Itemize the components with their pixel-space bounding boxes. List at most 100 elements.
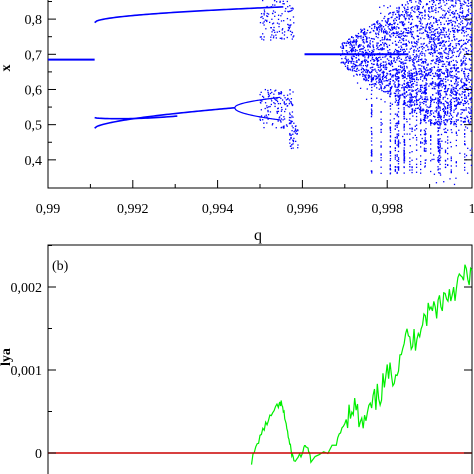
chaos-point [440, 23, 442, 26]
chaos-point [466, 68, 468, 70]
chaos-point [449, 141, 452, 144]
chaos-point [427, 46, 429, 48]
chaos-point [363, 73, 365, 76]
chaos-point [449, 44, 451, 46]
chaos-point [342, 46, 345, 48]
chaos-point [379, 40, 382, 42]
chaos-point [379, 66, 381, 69]
chaos-point [470, 40, 472, 42]
chaos-point [455, 45, 458, 47]
chaos-point [347, 66, 349, 69]
chaos-point [395, 98, 397, 100]
chaos-point [470, 1, 472, 4]
chaotic-band-point [270, 36, 272, 38]
chaos-streak-point [423, 114, 426, 116]
chaos-point [465, 79, 468, 81]
chaos-streak-point [423, 133, 426, 136]
chaos-point [445, 40, 448, 43]
panel-a-x-tick-label: 0,994 [202, 202, 234, 217]
chaos-point [417, 64, 420, 66]
chaos-streak-point [415, 72, 418, 75]
chaos-point [351, 70, 354, 72]
chaos-point [465, 51, 467, 53]
chaos-point [433, 49, 436, 52]
chaos-streak-point [370, 83, 373, 86]
chaos-point [377, 27, 379, 29]
chaos-point [401, 49, 403, 51]
chaotic-band-point [292, 16, 295, 18]
chaotic-band-point [290, 122, 292, 125]
chaos-streak-point [415, 95, 418, 97]
chaos-point [404, 7, 406, 9]
chaos-streak-point [396, 126, 398, 128]
chaos-point [379, 63, 382, 66]
chaos-point [467, 87, 469, 89]
chaos-point [412, 86, 414, 88]
panel-a-ylabel: x [0, 65, 14, 72]
chaos-point [418, 68, 420, 70]
chaos-point [440, 8, 443, 10]
panel-a: 0,99 0,992 0,994 0,996 0,998 1 0,40,50,60,70,… [0, 0, 474, 244]
chaos-point [378, 74, 380, 77]
chaos-streak-point [447, 71, 449, 73]
chaos-streak-point [409, 166, 411, 168]
chaotic-band-point [278, 30, 281, 33]
chaos-point [415, 96, 417, 98]
chaos-point [407, 30, 410, 32]
chaos-point [365, 51, 368, 54]
chaos-point [458, 93, 460, 95]
chaos-point [443, 112, 446, 114]
chaos-point [450, 74, 452, 77]
chaos-streak-point [438, 150, 440, 153]
chaos-point [389, 35, 391, 37]
chaos-point [471, 83, 473, 85]
chaos-streak-point [455, 139, 458, 142]
panel-b-label: (b) [52, 259, 69, 274]
chaos-point [462, 60, 465, 62]
chaos-point [414, 58, 416, 61]
chaos-point [409, 23, 412, 25]
chaos-point [366, 61, 369, 63]
chaos-point [369, 60, 372, 62]
chaos-streak-point [447, 73, 449, 75]
chaos-point [410, 86, 412, 89]
chaotic-band-point [271, 18, 273, 20]
chaos-point [405, 39, 407, 41]
chaos-point [436, 83, 438, 85]
chaos-point [452, 36, 455, 38]
chaos-point [355, 42, 357, 44]
chaos-point [414, 25, 417, 27]
chaotic-band-point [292, 143, 294, 145]
chaotic-band-point [283, 116, 285, 118]
chaos-point [446, 119, 448, 121]
chaos-point [347, 42, 349, 44]
chaos-point [352, 48, 354, 50]
chaotic-band-point [288, 116, 291, 119]
chaos-point [466, 14, 468, 16]
chaos-streak-point [394, 147, 397, 150]
chaos-streak-point [403, 80, 406, 82]
chaos-point [448, 0, 450, 1]
chaos-point [433, 34, 436, 36]
chaos-streak-point [415, 171, 418, 173]
chaos-point [456, 114, 458, 116]
chaos-point [372, 83, 374, 85]
chaos-point [446, 71, 448, 73]
chaos-point [418, 38, 420, 40]
chaos-point [430, 100, 432, 103]
chaos-point [448, 33, 451, 35]
chaos-point [465, 26, 467, 28]
chaos-streak-point [437, 86, 440, 88]
chaos-point [384, 15, 386, 18]
chaos-point [371, 49, 373, 52]
chaos-streak-point [455, 125, 458, 128]
chaos-streak-point [389, 164, 391, 166]
chaos-point [397, 51, 400, 53]
chaos-point [349, 43, 352, 45]
chaos-streak-point [415, 98, 418, 101]
chaos-point [449, 44, 451, 47]
chaotic-band-point [261, 95, 264, 98]
chaos-point [429, 32, 431, 34]
chaos-streak-point [403, 139, 406, 141]
chaos-point [419, 12, 422, 14]
